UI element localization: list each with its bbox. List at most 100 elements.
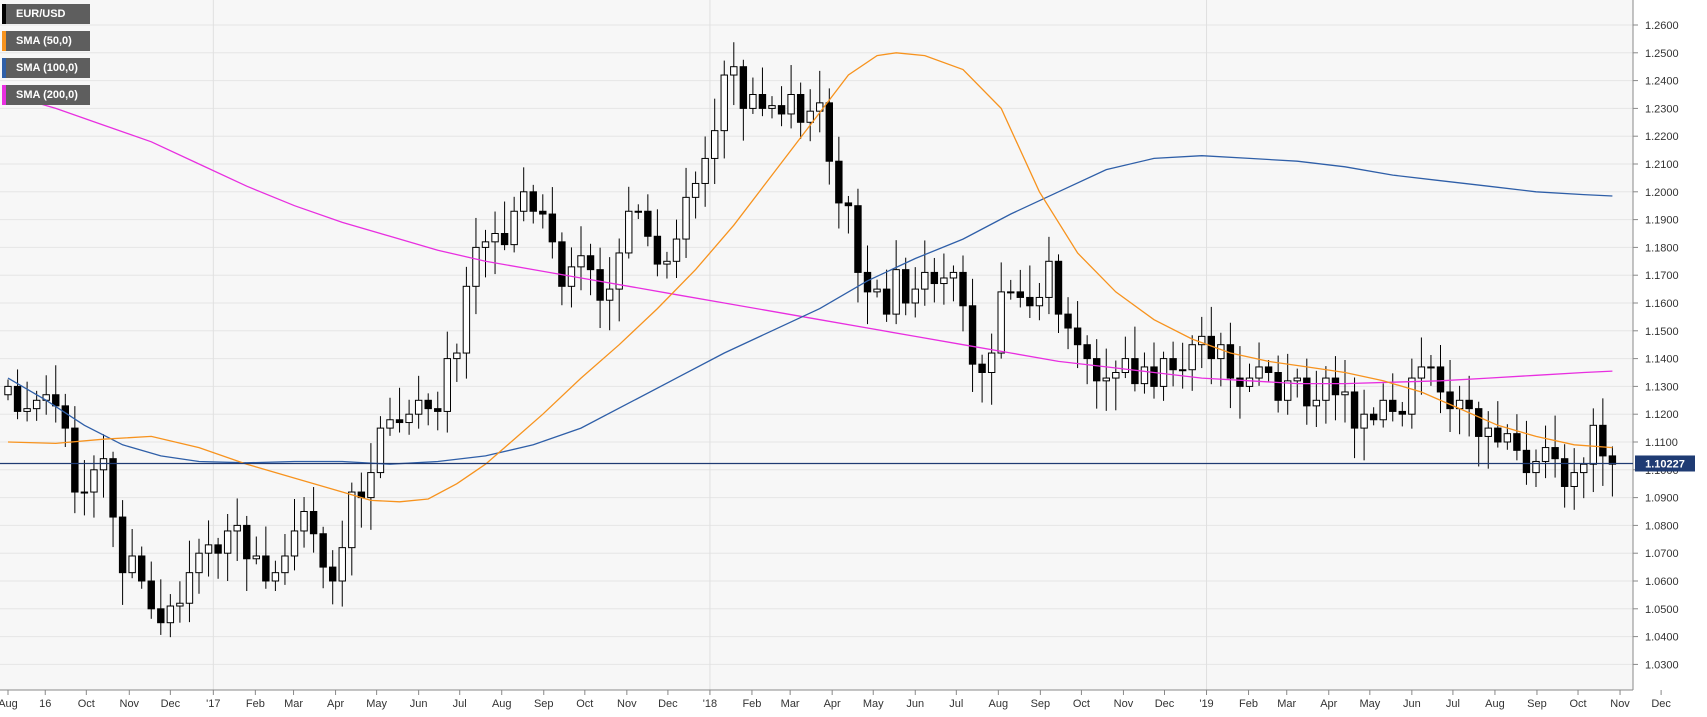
candle <box>367 443 375 530</box>
candle <box>1379 383 1387 428</box>
x-tick-label: Jul <box>949 698 963 710</box>
candle-body-down <box>586 255 595 271</box>
candle <box>1236 346 1244 419</box>
candle <box>223 514 232 581</box>
candle-body-down <box>1054 260 1063 315</box>
candle-body-up <box>787 94 795 115</box>
candle-body-down <box>1026 296 1034 307</box>
x-tick-label: Mar <box>284 698 303 710</box>
candle <box>816 70 824 133</box>
candle-body-up <box>414 399 423 415</box>
candle-body-up <box>1284 380 1292 401</box>
candle-body-up <box>720 74 728 132</box>
candle <box>940 253 948 305</box>
candle-body-down <box>854 205 862 273</box>
candle-body-down <box>424 399 432 410</box>
candle-body-up <box>472 246 480 287</box>
candle <box>644 194 652 247</box>
x-tick-label: Nov <box>120 698 140 710</box>
candle-body-up <box>1293 377 1301 382</box>
candle-body-down <box>1093 358 1101 382</box>
candle <box>376 416 385 479</box>
y-tick-label: 1.1300 <box>1645 381 1679 393</box>
candle <box>1350 377 1359 459</box>
candle <box>214 537 222 579</box>
candle <box>1226 322 1235 409</box>
candle-body-down <box>157 608 165 624</box>
candle-body-down <box>1475 408 1483 437</box>
candle <box>873 279 881 298</box>
candle <box>185 540 194 623</box>
legend: EUR/USD SMA (50,0) SMA (100,0) SMA (200,0) <box>2 4 90 105</box>
candle-body-down <box>1331 377 1340 396</box>
candle <box>1589 408 1597 493</box>
candle-body-down <box>319 533 327 568</box>
y-tick-label: 1.0400 <box>1645 632 1679 644</box>
candle-body-down <box>1369 413 1378 421</box>
y-tick-label: 1.2000 <box>1645 187 1679 199</box>
candle-body-up <box>80 491 89 494</box>
x-tick-label: Nov <box>1610 698 1630 710</box>
candle <box>625 186 633 259</box>
candle-body-down <box>329 566 337 582</box>
candle-body-up <box>32 399 41 410</box>
candle-body-down <box>1513 433 1521 451</box>
candle <box>1035 282 1044 321</box>
candle <box>23 381 31 422</box>
candle <box>128 529 136 579</box>
candle <box>204 520 213 577</box>
candle <box>1083 335 1091 385</box>
candle-body-up <box>348 491 356 549</box>
candle-body-down <box>844 202 853 207</box>
y-tick-label: 1.1200 <box>1645 409 1679 421</box>
candle-body-up <box>1503 433 1512 443</box>
y-tick-label: 1.2200 <box>1645 131 1679 143</box>
x-tick-label: '19 <box>1199 698 1213 710</box>
candle-body-up <box>749 94 757 109</box>
legend-swatch <box>2 31 6 51</box>
candle-body-down <box>1274 372 1282 401</box>
candle-body-up <box>185 572 194 604</box>
candle <box>539 194 547 229</box>
legend-item[interactable]: SMA (200,0) <box>2 85 90 105</box>
candle <box>1551 415 1559 478</box>
candle <box>882 269 891 322</box>
x-tick-label: Jun <box>906 698 924 710</box>
candle <box>1303 358 1311 425</box>
candle-body-down <box>1398 410 1406 415</box>
candle-body-up <box>921 271 929 290</box>
candle <box>586 243 595 296</box>
x-tick-label: Feb <box>742 698 761 710</box>
x-tick-label: 16 <box>39 698 51 710</box>
candle-body-down <box>529 191 537 212</box>
candle <box>1102 348 1110 411</box>
x-tick-label: Nov <box>1114 698 1134 710</box>
legend-item[interactable]: EUR/USD <box>2 4 90 24</box>
candle-body-down <box>758 94 767 109</box>
candle-body-down <box>978 363 986 374</box>
candle-body-up <box>806 110 814 123</box>
candle <box>138 546 146 589</box>
legend-item[interactable]: SMA (100,0) <box>2 58 90 78</box>
candle-body-down <box>1226 344 1235 379</box>
candle-body-down <box>1169 358 1177 371</box>
candle <box>1417 337 1426 395</box>
candle <box>796 82 805 139</box>
candle-body-down <box>548 213 557 243</box>
candle-body-up <box>730 66 738 76</box>
candle <box>1599 398 1607 486</box>
candle <box>510 196 518 253</box>
x-tick-label: Feb <box>246 698 265 710</box>
candle-body-up <box>1198 335 1206 346</box>
candle-body-up <box>443 358 452 412</box>
y-tick-label: 1.0800 <box>1645 520 1679 532</box>
candle-body-down <box>1551 447 1559 460</box>
candle <box>271 560 280 592</box>
sma-50-line <box>7 52 1613 503</box>
candle <box>386 397 394 436</box>
candle-body-up <box>453 352 461 360</box>
candle-body-up <box>873 288 881 293</box>
candle-body-down <box>1150 366 1158 387</box>
legend-item[interactable]: SMA (50,0) <box>2 31 90 51</box>
